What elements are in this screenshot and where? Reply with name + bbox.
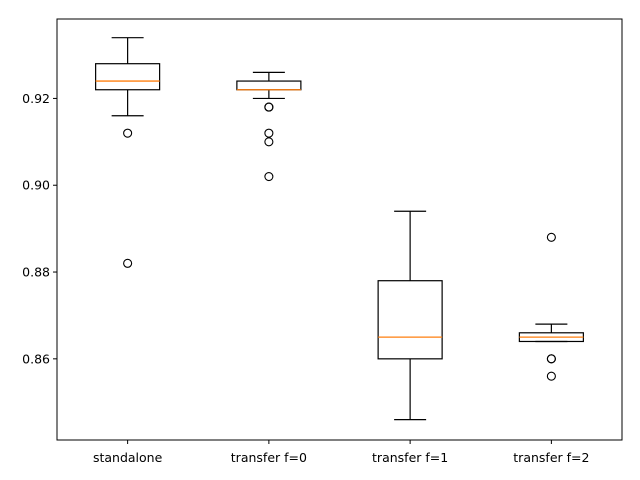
outlier-point	[546, 354, 556, 364]
iqr-box	[377, 280, 443, 360]
x-tick-label: standalone	[93, 450, 163, 465]
y-tick-label: 0.88	[22, 265, 50, 280]
outlier-point	[264, 102, 274, 112]
outlier-point	[546, 371, 556, 381]
y-tick-label: 0.90	[22, 178, 50, 193]
outlier-point	[123, 258, 133, 268]
plot-area-frame	[56, 18, 623, 441]
outlier-point	[546, 232, 556, 242]
box-group-3	[518, 232, 584, 381]
outlier-point	[264, 137, 274, 147]
y-tick-label: 0.92	[22, 91, 50, 106]
box-group-0	[95, 37, 161, 268]
iqr-box	[95, 63, 161, 91]
plot-layer	[95, 37, 584, 421]
axis-layer: 0.86 0.88 0.90 0.92 standalone transfer f=0 tr…	[22, 91, 589, 465]
outlier-point	[123, 128, 133, 138]
x-tick-label: transfer f=2	[513, 450, 589, 465]
outlier-point	[264, 171, 274, 182]
box-group-1	[236, 71, 302, 182]
x-tick-label: transfer f=1	[372, 450, 448, 465]
x-tick-label: transfer f=0	[231, 450, 307, 465]
outlier-point	[264, 128, 274, 138]
box-group-2	[377, 210, 443, 421]
y-tick-label: 0.86	[22, 351, 50, 366]
